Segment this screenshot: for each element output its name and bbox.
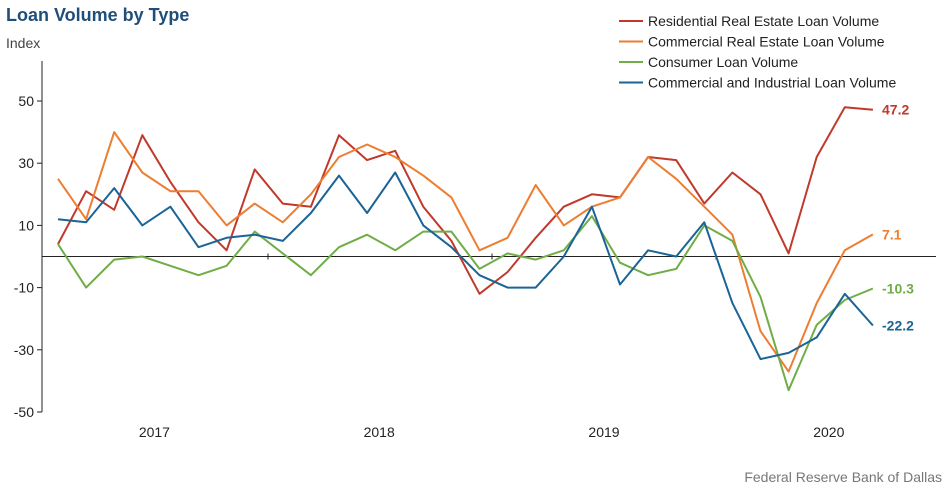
legend-entry-label: Commercial and Industrial Loan Volume xyxy=(648,75,896,91)
chart-title: Loan Volume by Type xyxy=(6,5,190,25)
end-value-label: -10.3 xyxy=(882,281,914,297)
y-tick-label: 30 xyxy=(18,155,34,171)
x-tick-label: 2020 xyxy=(813,424,844,440)
y-tick-label: 10 xyxy=(18,217,34,233)
legend-entry-label: Consumer Loan Volume xyxy=(648,54,798,70)
series-lines: 47.2 7.1 -10.3 -22.2 xyxy=(57,102,914,392)
series-line-4 xyxy=(57,171,874,361)
end-value-label: 47.2 xyxy=(882,102,909,118)
y-axis-unit-label: Index xyxy=(6,35,41,51)
legend: Residential Real Estate Loan Volume Comme… xyxy=(619,13,896,91)
end-value-label: 7.1 xyxy=(882,226,902,242)
y-tick-label: -50 xyxy=(14,404,34,420)
series-line-3 xyxy=(57,215,874,392)
x-tick-label: 2019 xyxy=(588,424,619,440)
end-value-label: -22.2 xyxy=(882,318,914,334)
x-tick-label: 2017 xyxy=(139,424,170,440)
x-tick-label: 2018 xyxy=(364,424,395,440)
legend-entry-label: Residential Real Estate Loan Volume xyxy=(648,13,879,29)
legend-entry-label: Commercial Real Estate Loan Volume xyxy=(648,34,885,50)
y-tick-label: 50 xyxy=(18,93,34,109)
source-note: Federal Reserve Bank of Dallas xyxy=(744,469,942,485)
y-tick-label: -10 xyxy=(14,280,34,296)
y-tick-label: -30 xyxy=(14,342,34,358)
series-line-1 xyxy=(57,106,873,295)
axes: 50 30 10 -10 -30 -50 2017 2018 2019 2020 xyxy=(14,61,936,440)
